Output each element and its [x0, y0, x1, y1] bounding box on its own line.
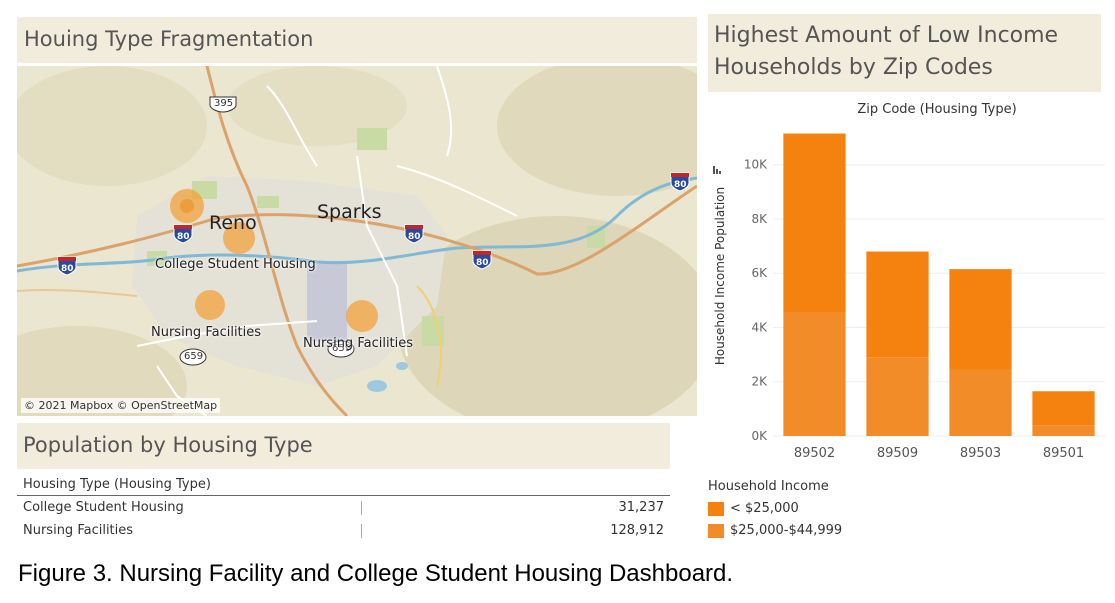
- route-659-shield-icon: [179, 348, 207, 366]
- x-tick-label: 89502: [794, 446, 835, 461]
- bar-segment[interactable]: [866, 251, 929, 358]
- bar-panel-title: Highest Amount of Low Income Households …: [708, 14, 1101, 92]
- x-tick-label: 89503: [960, 446, 1001, 461]
- i80-shield-icon: [173, 224, 193, 244]
- chart-y-axis-label: Household Income Population: [713, 187, 727, 365]
- legend-swatch: [708, 524, 724, 538]
- sort-icon[interactable]: [713, 166, 721, 174]
- legend-item-label: < $25,000: [730, 501, 799, 516]
- y-tick-label: 8K: [751, 212, 768, 226]
- table-column-header[interactable]: Housing Type (Housing Type): [17, 474, 670, 496]
- i80-shield-icon: [472, 250, 492, 270]
- city-label-reno: Reno: [209, 212, 257, 234]
- y-tick-label: 4K: [751, 320, 768, 334]
- marker-label-nursing-facilities: Nursing Facilities: [151, 325, 262, 340]
- y-tick-label: 2K: [751, 375, 768, 389]
- x-tick-label: 89501: [1043, 446, 1084, 461]
- bar-segment[interactable]: [1032, 391, 1095, 426]
- table-cell-housing-type: Nursing Facilities: [23, 523, 134, 538]
- income-legend: Household Income < $25,000 $25,000-$44,9…: [708, 476, 842, 542]
- chart-bars[interactable]: [783, 133, 1095, 436]
- us-395-shield-icon: [209, 96, 237, 113]
- bar-segment[interactable]: [783, 312, 846, 436]
- housing-marker[interactable]: [344, 298, 380, 334]
- y-tick-label: 0K: [751, 429, 768, 443]
- table-bar-tick: [361, 524, 362, 538]
- map-basemap: [17, 66, 697, 416]
- route-659-shield-icon: [327, 340, 355, 358]
- legend-swatch: [708, 502, 724, 516]
- bar-segment[interactable]: [1032, 425, 1095, 436]
- housing-map[interactable]: 395 80 80 80 80 80 659 659 Reno Sparks C…: [17, 66, 697, 416]
- x-tick-label: 89509: [877, 446, 918, 461]
- bar-segment[interactable]: [866, 357, 929, 436]
- legend-title: Household Income: [708, 479, 829, 494]
- i80-shield-label: 80: [408, 232, 421, 242]
- i80-shield-icon: [57, 256, 77, 276]
- bar-segment[interactable]: [949, 369, 1012, 436]
- housing-marker[interactable]: [221, 220, 257, 256]
- us-395-shield-label: 395: [214, 98, 234, 109]
- stacked-bar-chart[interactable]: 0K 2K 4K 6K 8K 10K 89502 89509 89503 89501 Zip C…: [705, 94, 1115, 466]
- housing-marker[interactable]: [167, 186, 207, 226]
- chart-y-tick-labels: 0K 2K 4K 6K 8K 10K: [744, 158, 768, 443]
- route-659-shield-label: 659: [184, 351, 204, 362]
- population-table: Housing Type (Housing Type) College Stud…: [17, 474, 670, 542]
- i80-shield-icon: [670, 172, 690, 192]
- y-tick-label: 10K: [744, 158, 768, 172]
- population-panel-title: Population by Housing Type: [17, 423, 670, 469]
- i80-shield-icon: [404, 224, 424, 244]
- table-bar-tick: [361, 501, 362, 515]
- bar-panel-title-line1: Highest Amount of Low Income: [714, 23, 1059, 48]
- table-cell-population: 128,912: [610, 523, 664, 538]
- y-tick-label: 6K: [751, 266, 768, 280]
- marker-label-nursing-facilities: Nursing Facilities: [303, 336, 414, 351]
- map-panel-title: Houing Type Fragmentation: [17, 17, 697, 63]
- map-attribution[interactable]: © 2021 Mapbox © OpenStreetMap: [21, 398, 221, 413]
- table-cell-population: 31,237: [618, 500, 665, 515]
- marker-label-college-student-housing: College Student Housing: [155, 257, 316, 272]
- table-cell-housing-type: College Student Housing: [23, 500, 184, 515]
- legend-item[interactable]: < $25,000: [708, 498, 842, 520]
- chart-header: Zip Code (Housing Type): [857, 102, 1016, 117]
- bar-panel-title-line2: Households by Zip Codes: [714, 55, 993, 80]
- chart-x-tick-labels: 89502 89509 89503 89501: [794, 446, 1084, 461]
- i80-shield-label: 80: [177, 232, 190, 242]
- bar-segment[interactable]: [783, 133, 846, 313]
- table-row[interactable]: Nursing Facilities 128,912: [17, 519, 670, 542]
- figure-caption: Figure 3. Nursing Facility and College S…: [18, 560, 734, 587]
- i80-shield-label: 80: [476, 258, 489, 268]
- route-659-shield-label: 659: [332, 343, 352, 354]
- i80-shield-label: 80: [674, 180, 687, 190]
- i80-shield-label: 80: [61, 264, 74, 274]
- legend-item[interactable]: $25,000-$44,999: [708, 520, 842, 542]
- city-label-sparks: Sparks: [317, 201, 382, 223]
- housing-marker[interactable]: [193, 288, 227, 322]
- table-row[interactable]: College Student Housing 31,237: [17, 496, 670, 519]
- legend-item-label: $25,000-$44,999: [730, 523, 843, 538]
- bar-segment[interactable]: [949, 269, 1012, 370]
